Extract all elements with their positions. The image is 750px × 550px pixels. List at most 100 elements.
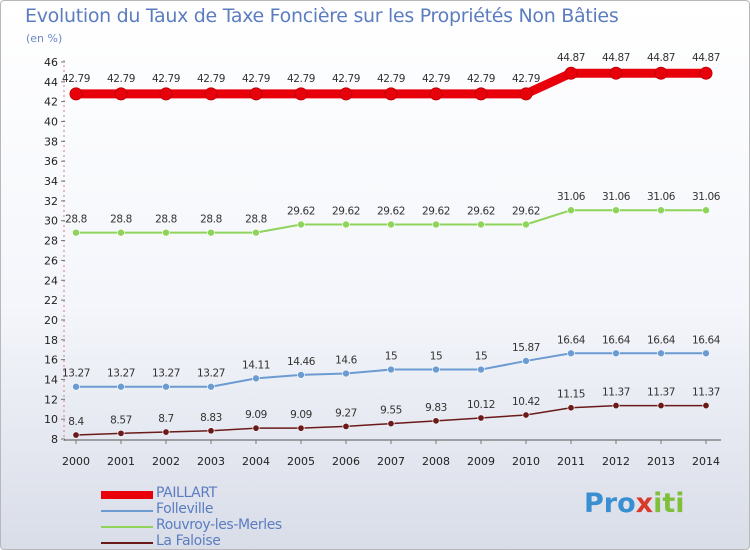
y-tick-label: 38 <box>44 135 58 148</box>
data-point <box>429 87 443 101</box>
data-label: 8.4 <box>68 416 84 428</box>
data-label: 44.87 <box>602 52 630 64</box>
y-tick-label: 36 <box>44 155 58 168</box>
data-point <box>72 228 80 237</box>
data-label: 15 <box>430 351 443 363</box>
data-label: 10.42 <box>512 396 540 408</box>
data-point <box>387 220 395 229</box>
data-label: 16.64 <box>647 334 676 346</box>
data-point <box>69 87 83 101</box>
y-tick-label: 28 <box>44 235 58 248</box>
logo-part-pro: Pro <box>584 488 636 519</box>
x-tick-label: 2003 <box>197 455 225 468</box>
data-label: 28.8 <box>245 214 267 226</box>
data-label: 31.06 <box>602 191 631 203</box>
data-point <box>567 206 575 215</box>
data-point <box>72 382 80 391</box>
data-point <box>294 87 308 101</box>
data-point <box>477 365 485 374</box>
data-label: 16.64 <box>602 334 631 346</box>
legend-label-la-faloise: La Faloise <box>156 533 221 549</box>
data-label: 13.27 <box>197 368 225 380</box>
y-tick-label: 46 <box>44 56 58 69</box>
data-point <box>387 365 395 374</box>
data-point <box>699 66 713 80</box>
data-point <box>702 402 710 410</box>
data-label: 31.06 <box>692 191 721 203</box>
data-point <box>522 411 530 419</box>
data-point <box>477 220 485 229</box>
data-label: 42.79 <box>377 73 405 85</box>
x-tick-label: 2005 <box>287 455 315 468</box>
data-label: 42.79 <box>62 73 90 85</box>
data-point <box>609 66 623 80</box>
y-tick-label: 16 <box>44 354 58 367</box>
y-tick-label: 30 <box>44 215 58 228</box>
data-point <box>342 422 350 430</box>
data-point <box>702 206 710 215</box>
data-label: 29.62 <box>332 206 360 218</box>
data-label: 15.87 <box>512 342 540 354</box>
data-point <box>297 220 305 229</box>
legend-label-rouvroy: Rouvroy-les-Merles <box>156 517 282 533</box>
data-point <box>474 87 488 101</box>
data-point <box>612 349 620 358</box>
data-label: 15 <box>475 351 488 363</box>
y-tick-label: 32 <box>44 195 58 208</box>
data-point <box>159 87 173 101</box>
data-label: 8.83 <box>200 412 222 424</box>
data-label: 29.62 <box>422 206 450 218</box>
data-point <box>162 382 170 391</box>
y-tick-label: 40 <box>44 116 58 129</box>
data-label: 29.62 <box>512 206 540 218</box>
data-point <box>702 349 710 358</box>
logo-part-x: x <box>635 488 654 519</box>
legend-label-folleville: Folleville <box>156 501 214 517</box>
chart-unit-label: (en %) <box>26 32 63 45</box>
data-point <box>657 206 665 215</box>
data-label: 11.37 <box>692 387 720 399</box>
x-tick-label: 2009 <box>467 455 495 468</box>
data-point <box>384 87 398 101</box>
data-label: 42.79 <box>242 73 270 85</box>
data-label: 28.8 <box>200 214 222 226</box>
data-label: 11.37 <box>647 387 675 399</box>
data-label: 42.79 <box>152 73 180 85</box>
data-label: 15 <box>385 351 398 363</box>
data-label: 9.55 <box>380 405 402 417</box>
data-point <box>612 206 620 215</box>
data-point <box>114 87 128 101</box>
chart-title: Evolution du Taux de Taxe Foncière sur l… <box>25 5 619 27</box>
data-label: 14.46 <box>287 356 316 368</box>
data-label: 14.11 <box>242 359 270 371</box>
data-label: 10.12 <box>467 399 495 411</box>
data-point <box>204 87 218 101</box>
data-label: 9.27 <box>335 407 357 419</box>
y-tick-label: 14 <box>44 373 58 386</box>
data-point <box>564 66 578 80</box>
x-tick-label: 2013 <box>647 455 675 468</box>
data-label: 29.62 <box>467 206 495 218</box>
y-tick-label: 22 <box>44 294 58 307</box>
data-point <box>432 417 440 425</box>
data-point <box>117 429 125 437</box>
data-label: 29.62 <box>287 206 315 218</box>
legend-swatch-la-faloise <box>101 542 153 544</box>
data-point <box>207 427 215 435</box>
data-label: 14.6 <box>335 355 357 367</box>
data-label: 31.06 <box>557 191 586 203</box>
data-label: 42.79 <box>467 73 495 85</box>
proxiti-logo: Proxiti <box>584 488 685 519</box>
logo-part-iti: iti <box>653 488 685 519</box>
data-point <box>252 374 260 383</box>
data-label: 31.06 <box>647 191 676 203</box>
x-tick-label: 2011 <box>557 455 585 468</box>
data-point <box>522 220 530 229</box>
y-tick-label: 34 <box>44 175 58 188</box>
data-point <box>297 424 305 432</box>
data-point <box>387 420 395 428</box>
data-label: 8.57 <box>110 414 132 426</box>
x-tick-label: 2002 <box>152 455 180 468</box>
